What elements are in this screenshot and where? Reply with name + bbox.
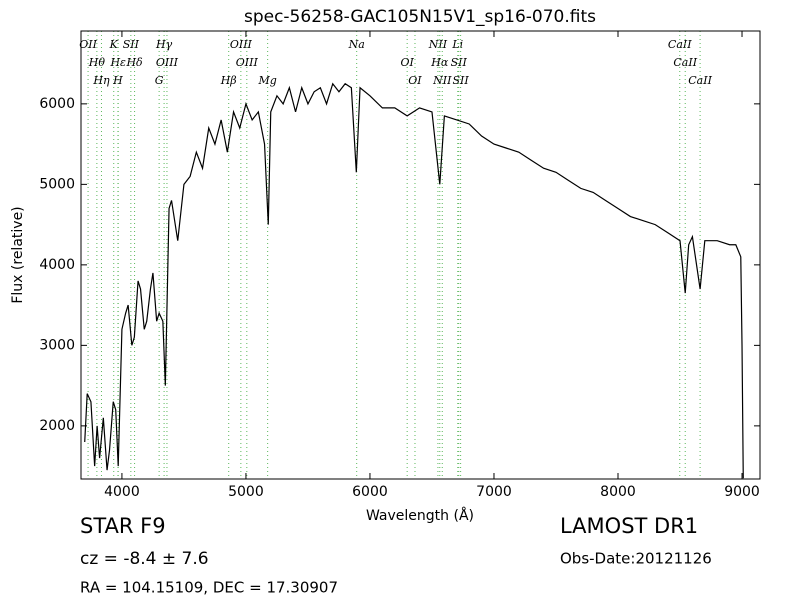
annotation: Obs-Date:20121126: [560, 550, 712, 568]
spectral-line-label: Hη: [92, 74, 110, 87]
x-axis-label: Wavelength (Å): [366, 507, 474, 524]
spectral-line-label: CaII: [688, 74, 712, 87]
annotation: STAR F9: [80, 514, 166, 538]
spectral-line-label: Hδ: [125, 56, 143, 69]
spectral-line-label: NII: [432, 74, 452, 87]
spectral-line-label: OI: [400, 56, 414, 69]
spectral-line-label: H: [112, 74, 123, 87]
spectral-line-label: SII: [453, 74, 470, 87]
spectral-line-label: OI: [408, 74, 422, 87]
x-tick-label: 5000: [228, 484, 264, 500]
y-tick-label: 5000: [39, 176, 75, 192]
annotation: RA = 104.15109, DEC = 17.30907: [80, 579, 338, 597]
spectral-line-label: G: [155, 74, 164, 87]
y-axis-label: Flux (relative): [10, 206, 26, 303]
spectral-line-label: OIII: [230, 38, 253, 51]
x-tick-label: 8000: [600, 484, 636, 500]
annotation: cz = -8.4 ± 7.6: [80, 549, 209, 569]
spectral-line-label: K: [109, 38, 119, 51]
spectral-line-label: OIII: [156, 56, 179, 69]
y-tick-label: 4000: [39, 257, 75, 273]
spectral-line-label: OIII: [236, 56, 259, 69]
spectral-line-label: Na: [348, 38, 365, 51]
y-tick-label: 6000: [39, 96, 75, 112]
spectral-line-label: SII: [451, 56, 468, 69]
spectral-line-label: Hγ: [155, 38, 173, 51]
spectral-line-label: Hθ: [88, 56, 106, 69]
x-tick-label: 6000: [352, 484, 388, 500]
x-tick-label: 7000: [476, 484, 512, 500]
spectral-line-label: NII: [428, 38, 448, 51]
spectral-line-label: CaII: [668, 38, 692, 51]
chart-title: spec-56258-GAC105N15V1_sp16-070.fits: [244, 7, 596, 27]
spectral-line-label: OII: [79, 38, 97, 51]
spectral-line-label: Li: [451, 38, 463, 51]
x-tick-label: 9000: [724, 484, 760, 500]
y-tick-label: 2000: [39, 418, 75, 434]
spectral-line-label: Hε: [109, 56, 126, 69]
spectral-line-label: SII: [123, 38, 140, 51]
spectral-line-label: Hβ: [220, 74, 237, 87]
x-tick-label: 4000: [104, 484, 140, 500]
annotation: LAMOST DR1: [560, 514, 698, 538]
spectral-line-label: Hα: [430, 56, 449, 69]
spectral-line-label: Mg: [257, 74, 276, 87]
spectral-line-label: CaII: [673, 56, 697, 69]
spectrum-line: [84, 82, 744, 479]
y-tick-label: 3000: [39, 337, 75, 353]
plot-frame: [80, 30, 761, 480]
